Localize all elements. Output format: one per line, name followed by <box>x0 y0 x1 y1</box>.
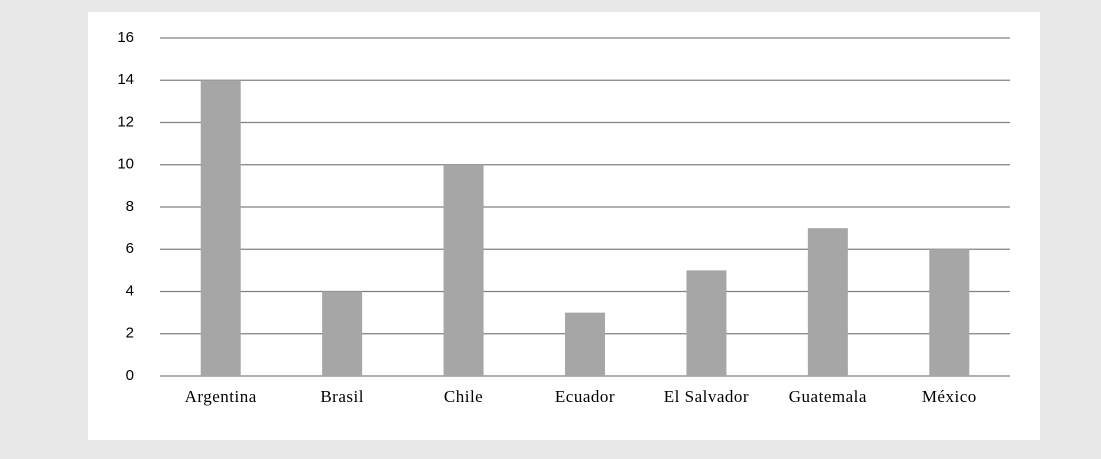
y-tick-label: 14 <box>117 71 134 88</box>
y-tick-label: 2 <box>126 325 134 342</box>
x-tick-label: Ecuador <box>555 387 615 406</box>
x-tick-label: Brasil <box>320 387 364 406</box>
x-tick-label: Guatemala <box>789 387 867 406</box>
y-tick-label: 4 <box>126 282 134 299</box>
bar <box>200 80 241 376</box>
y-tick-label: 0 <box>126 367 134 384</box>
bar <box>807 228 848 376</box>
x-tick-label: Chile <box>444 387 483 406</box>
y-tick-label: 8 <box>126 198 134 215</box>
bar <box>322 291 363 376</box>
x-tick-label: El Salvador <box>664 387 749 406</box>
x-tick-label: Argentina <box>185 387 257 406</box>
y-tick-label: 10 <box>117 156 134 173</box>
x-tick-label: México <box>922 387 977 406</box>
y-tick-label: 16 <box>117 29 134 46</box>
y-tick-label: 12 <box>117 113 134 130</box>
bar <box>443 164 484 376</box>
bar <box>686 270 727 376</box>
chart-area <box>88 12 1040 440</box>
y-tick-label: 6 <box>126 240 134 257</box>
bar <box>565 312 605 376</box>
bar <box>929 249 970 376</box>
